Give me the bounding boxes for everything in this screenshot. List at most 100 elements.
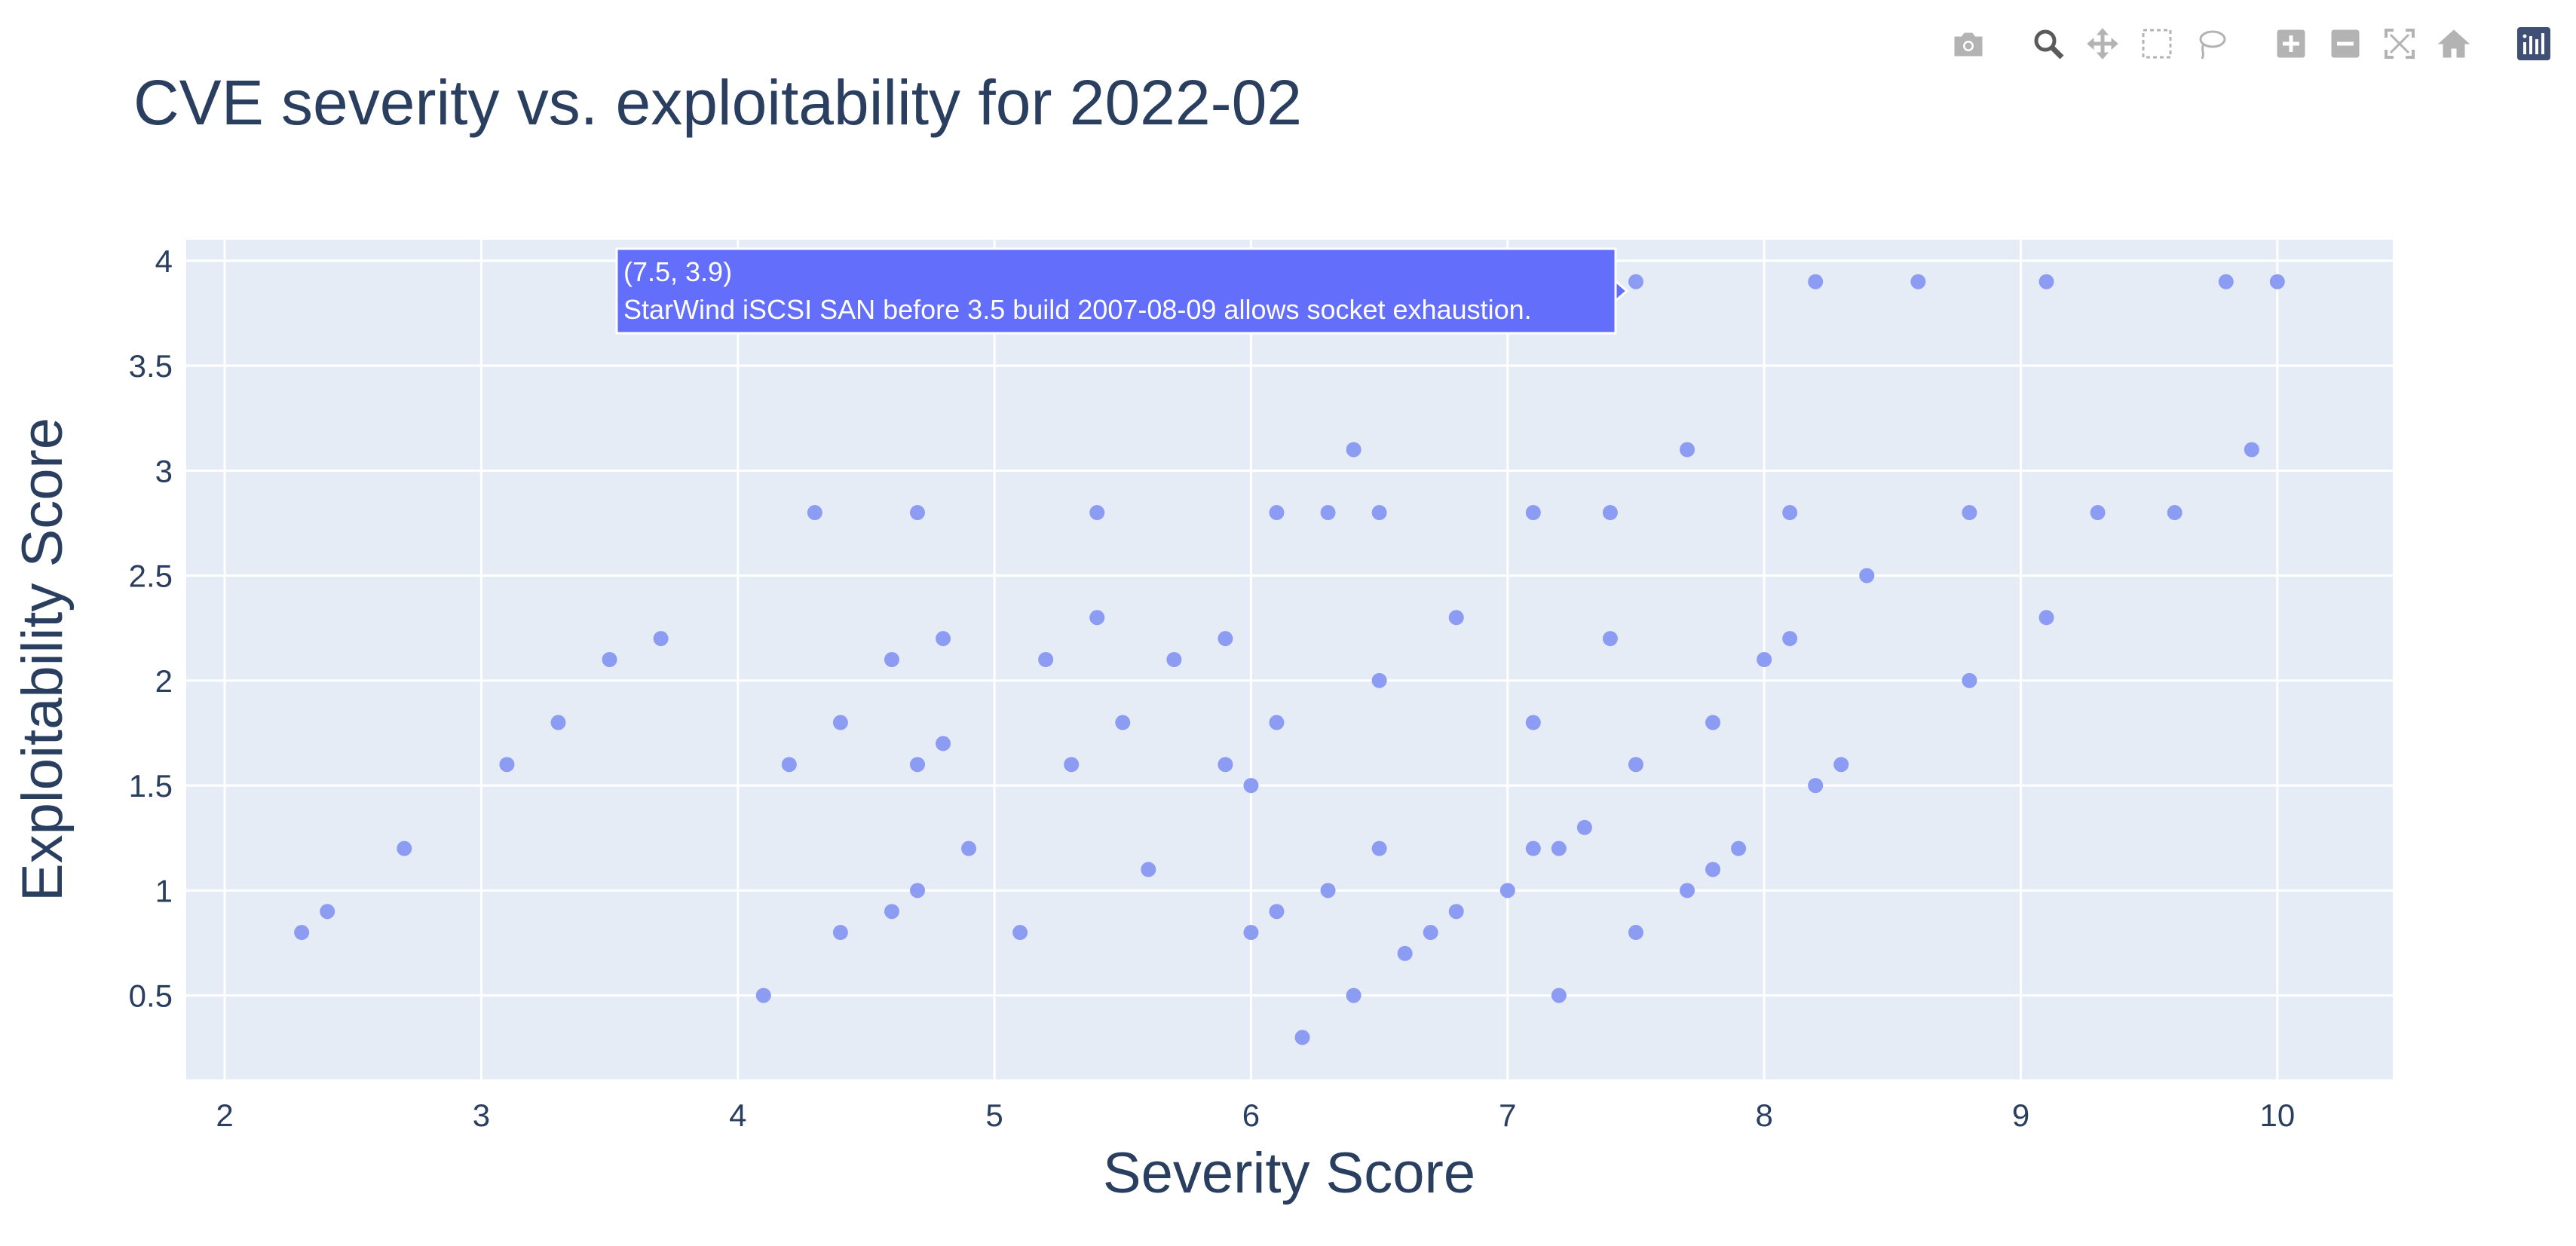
data-point: [1962, 505, 1977, 521]
data-point: [884, 904, 899, 920]
lasso-select-icon: [2199, 30, 2226, 60]
y-tick-label: 3.5: [129, 348, 173, 384]
modebar: [1916, 21, 2561, 66]
data-point: [807, 505, 822, 521]
data-point: [936, 736, 951, 752]
data-point: [2244, 442, 2259, 458]
data-point: [1346, 442, 1362, 458]
data-point: [1346, 987, 1362, 1003]
data-point: [909, 883, 925, 899]
x-tick-label: 2: [216, 1098, 233, 1133]
data-point: [1089, 610, 1105, 626]
data-point: [2269, 274, 2285, 289]
hover-tooltip-arrow: [1614, 278, 1629, 304]
data-point: [1294, 1030, 1310, 1045]
y-tick-labels: 0.5 1 1.5 2 2.5 3 3.5 4: [129, 243, 173, 1014]
data-point: [781, 757, 797, 773]
data-point: [1269, 715, 1285, 730]
data-point: [909, 505, 925, 521]
data-point: [320, 904, 335, 920]
y-tick-label: 3: [155, 453, 173, 488]
y-axis-label: Exploitability Score: [11, 418, 75, 902]
data-point: [1602, 505, 1618, 521]
data-point: [2218, 274, 2234, 289]
pan-icon: [2087, 28, 2118, 60]
data-point: [961, 840, 977, 856]
zoom-button[interactable]: [2021, 21, 2075, 66]
data-point: [1269, 505, 1285, 521]
y-tick-label: 4: [155, 243, 173, 279]
data-point: [1141, 862, 1156, 877]
grid-lines: [186, 240, 2393, 1079]
x-tick-label: 6: [1242, 1098, 1260, 1133]
autoscale-icon: [2385, 29, 2415, 59]
data-point: [1782, 631, 1798, 647]
y-tick-label: 1: [155, 873, 173, 908]
data-point: [1448, 904, 1464, 920]
reset-axes-icon: [2437, 29, 2470, 58]
data-point: [1833, 757, 1849, 773]
zoom-out-button[interactable]: [2318, 21, 2372, 66]
data-point: [1551, 840, 1567, 856]
data-point: [1705, 715, 1721, 730]
x-tick-label: 5: [985, 1098, 1003, 1133]
modebar-group-export: [1941, 21, 1996, 66]
zoom-in-icon: [2277, 29, 2305, 58]
data-point: [1371, 672, 1387, 688]
data-point: [1089, 505, 1105, 521]
data-point: [1448, 610, 1464, 626]
data-point: [2167, 505, 2182, 521]
x-tick-labels: 2 3 4 5 6 7 8 9 10: [216, 1098, 2295, 1133]
y-tick-label: 1.5: [129, 768, 173, 804]
data-point: [1910, 274, 1926, 289]
data-point: [1628, 274, 1643, 289]
data-point: [1499, 883, 1515, 899]
data-point: [1218, 631, 1233, 647]
data-point: [2038, 274, 2054, 289]
modebar-group-zoom: [2264, 21, 2481, 66]
x-tick-label: 8: [1755, 1098, 1772, 1133]
scatter-points: [294, 274, 2285, 1045]
zoom-in-button[interactable]: [2264, 21, 2318, 66]
autoscale-button[interactable]: [2372, 21, 2427, 66]
pan-button[interactable]: [2075, 21, 2130, 66]
data-point: [1576, 819, 1592, 835]
plot-background: [186, 240, 2393, 1079]
hover-tooltip: (7.5, 3.9) StarWind iSCSI SAN before 3.5…: [615, 247, 1629, 335]
data-point: [1602, 631, 1618, 647]
data-point: [1064, 757, 1080, 773]
data-point: [1371, 840, 1387, 856]
box-select-button[interactable]: [2130, 21, 2184, 66]
camera-icon: [1954, 32, 1983, 57]
data-point: [653, 631, 669, 647]
camera-button[interactable]: [1941, 21, 1996, 66]
data-point: [832, 715, 848, 730]
y-tick-label: 0.5: [129, 978, 173, 1014]
x-axis-label: Severity Score: [1103, 1141, 1475, 1205]
data-point: [1628, 757, 1643, 773]
data-point: [1371, 505, 1387, 521]
y-tick-label: 2: [155, 663, 173, 699]
data-point: [1962, 672, 1977, 688]
data-point: [2090, 505, 2106, 521]
data-point: [602, 652, 617, 667]
data-point: [832, 925, 848, 941]
hover-text: StarWind iSCSI SAN before 3.5 build 2007…: [623, 294, 1532, 325]
lasso-select-button[interactable]: [2184, 21, 2238, 66]
data-point: [1218, 757, 1233, 773]
reset-axes-button[interactable]: [2427, 21, 2481, 66]
data-point: [1525, 715, 1541, 730]
data-point: [1628, 925, 1643, 941]
plotly-logo-button[interactable]: [2507, 21, 2561, 66]
data-point: [1166, 652, 1182, 667]
data-point: [1525, 505, 1541, 521]
data-point: [1320, 883, 1336, 899]
data-point: [1731, 840, 1747, 856]
data-point: [1012, 925, 1028, 941]
data-point: [1551, 987, 1567, 1003]
data-point: [550, 715, 566, 730]
data-point: [294, 925, 310, 941]
data-point: [1859, 568, 1875, 583]
